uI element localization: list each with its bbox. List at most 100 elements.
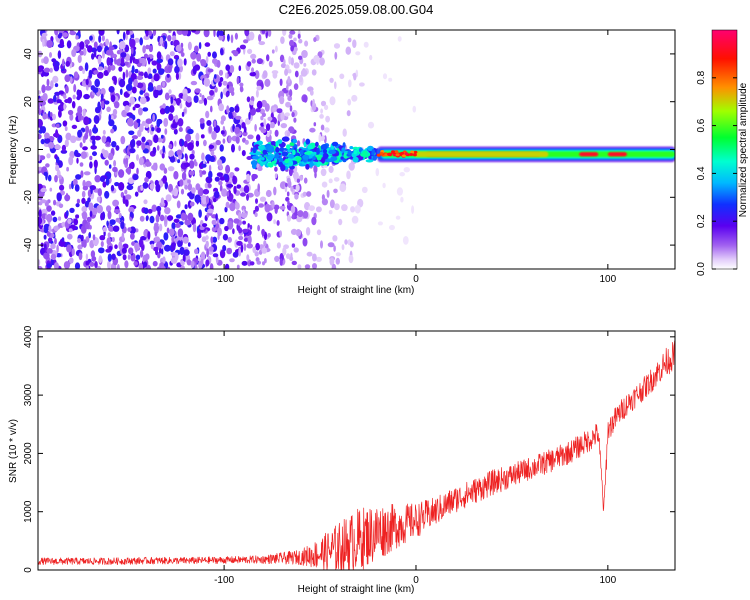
colorbar-tick-label: 0.6 xyxy=(696,118,707,132)
heatmap-cell xyxy=(312,253,317,262)
heatmap-cell xyxy=(69,257,74,264)
heatmap-cell xyxy=(143,229,148,238)
heatmap-cell xyxy=(122,71,126,81)
colorbar-label: Normalized spectral amplitude xyxy=(738,82,749,217)
heatmap-cell xyxy=(186,259,192,266)
heatmap-cell xyxy=(134,68,139,74)
heatmap-cell xyxy=(205,110,210,119)
heatmap-cell xyxy=(132,106,136,111)
heatmap-cell xyxy=(149,183,155,190)
heatmap-cell xyxy=(218,35,224,41)
heatmap-cell xyxy=(346,110,351,117)
heatmap-cell xyxy=(215,213,218,221)
heatmap-cell xyxy=(180,212,186,221)
heatmap-cell xyxy=(38,154,41,162)
heatmap-cell xyxy=(345,46,352,55)
heatmap-cell xyxy=(206,95,214,101)
heatmap-cell xyxy=(276,242,281,249)
heatmap-cell xyxy=(369,54,373,61)
heatmap-cell xyxy=(263,240,267,247)
heatmap-cell xyxy=(309,89,314,96)
heatmap-cell xyxy=(138,107,143,116)
heatmap-cell xyxy=(163,232,169,241)
heatmap-cell xyxy=(106,205,112,213)
heatmap-cell xyxy=(153,223,160,233)
heatmap-cell xyxy=(152,113,155,122)
heatmap-cell xyxy=(118,241,123,250)
heatmap-cell xyxy=(397,36,402,42)
heatmap-cell xyxy=(43,56,49,65)
heatmap-cell xyxy=(116,30,120,35)
heatmap-cell xyxy=(296,140,301,147)
heatmap-cell xyxy=(114,182,120,187)
heatmap-cell xyxy=(52,113,56,121)
heatmap-cell xyxy=(334,51,338,60)
heatmap-cell xyxy=(129,162,134,169)
heatmap-cell xyxy=(113,209,121,214)
heatmap-cell xyxy=(328,149,337,155)
heatmap-cell xyxy=(234,167,240,172)
heatmap-cell xyxy=(206,248,210,258)
heatmap-cell xyxy=(319,57,325,66)
spectrogram-panel: -100 0 100 -40 -20 0 20 40 Height of straight … xyxy=(8,29,676,296)
heatmap-cell xyxy=(171,235,175,243)
heatmap-cell xyxy=(294,70,299,78)
heatmap-cell xyxy=(257,145,264,150)
heatmap-cell xyxy=(299,74,303,83)
heatmap-cell xyxy=(88,202,94,211)
heatmap-cell xyxy=(313,37,317,43)
heatmap-cell xyxy=(219,176,225,181)
heatmap-cell xyxy=(159,36,164,46)
snr-y-tick-label: 1000 xyxy=(23,500,34,523)
heatmap-cell xyxy=(128,247,134,255)
heatmap-cell xyxy=(320,168,327,177)
heatmap-cell xyxy=(238,227,243,234)
heatmap-cell xyxy=(280,111,285,121)
heatmap-cell xyxy=(135,243,138,253)
heatmap-cell xyxy=(203,30,210,38)
heatmap-cell xyxy=(250,53,257,60)
snr-x-tick-label: 100 xyxy=(600,575,617,586)
heatmap-cell xyxy=(152,30,157,36)
snr-x-tick-label: 0 xyxy=(413,575,419,586)
heatmap-cell xyxy=(157,252,161,259)
heatmap-cell xyxy=(149,30,152,37)
heatmap-cell xyxy=(69,76,73,84)
heatmap-cell xyxy=(97,71,104,79)
heatmap-cell xyxy=(280,123,288,129)
heatmap-cell xyxy=(264,103,270,112)
heatmap-cell xyxy=(201,152,205,161)
heatmap-cell xyxy=(43,228,49,234)
heatmap-cell xyxy=(261,228,265,236)
heatmap-cell xyxy=(156,205,162,212)
heatmap-cell xyxy=(78,252,83,261)
heatmap-cell xyxy=(113,101,120,109)
heatmap-cell xyxy=(244,30,250,37)
heatmap-cell xyxy=(164,40,168,50)
colorbar-tick-label: 0.2 xyxy=(696,214,707,228)
heatmap-cell xyxy=(152,146,157,155)
heatmap-cell xyxy=(206,120,212,126)
heatmap-cell xyxy=(145,161,152,167)
heatmap-cell xyxy=(84,39,90,45)
heatmap-cell xyxy=(267,233,271,238)
heatmap-cell xyxy=(129,211,134,218)
heatmap-cell xyxy=(164,244,171,252)
heatmap-cell xyxy=(320,124,325,131)
heatmap-cell xyxy=(275,147,280,153)
heatmap-cell xyxy=(217,227,222,237)
heatmap-cell xyxy=(363,41,369,48)
heatmap-cell xyxy=(68,156,74,166)
heatmap-cell xyxy=(102,150,109,159)
heatmap-cell xyxy=(118,41,126,50)
heatmap-cell xyxy=(399,172,406,177)
heatmap-cell xyxy=(127,254,131,260)
heatmap-cell xyxy=(134,37,140,43)
heatmap-cell xyxy=(140,185,144,191)
heatmap-cell xyxy=(140,236,147,241)
heatmap-cell xyxy=(104,100,110,105)
heatmap-cell xyxy=(131,135,138,140)
heatmap-cell xyxy=(48,141,55,149)
heatmap-cell xyxy=(220,48,224,56)
heatmap-cell xyxy=(156,51,162,60)
